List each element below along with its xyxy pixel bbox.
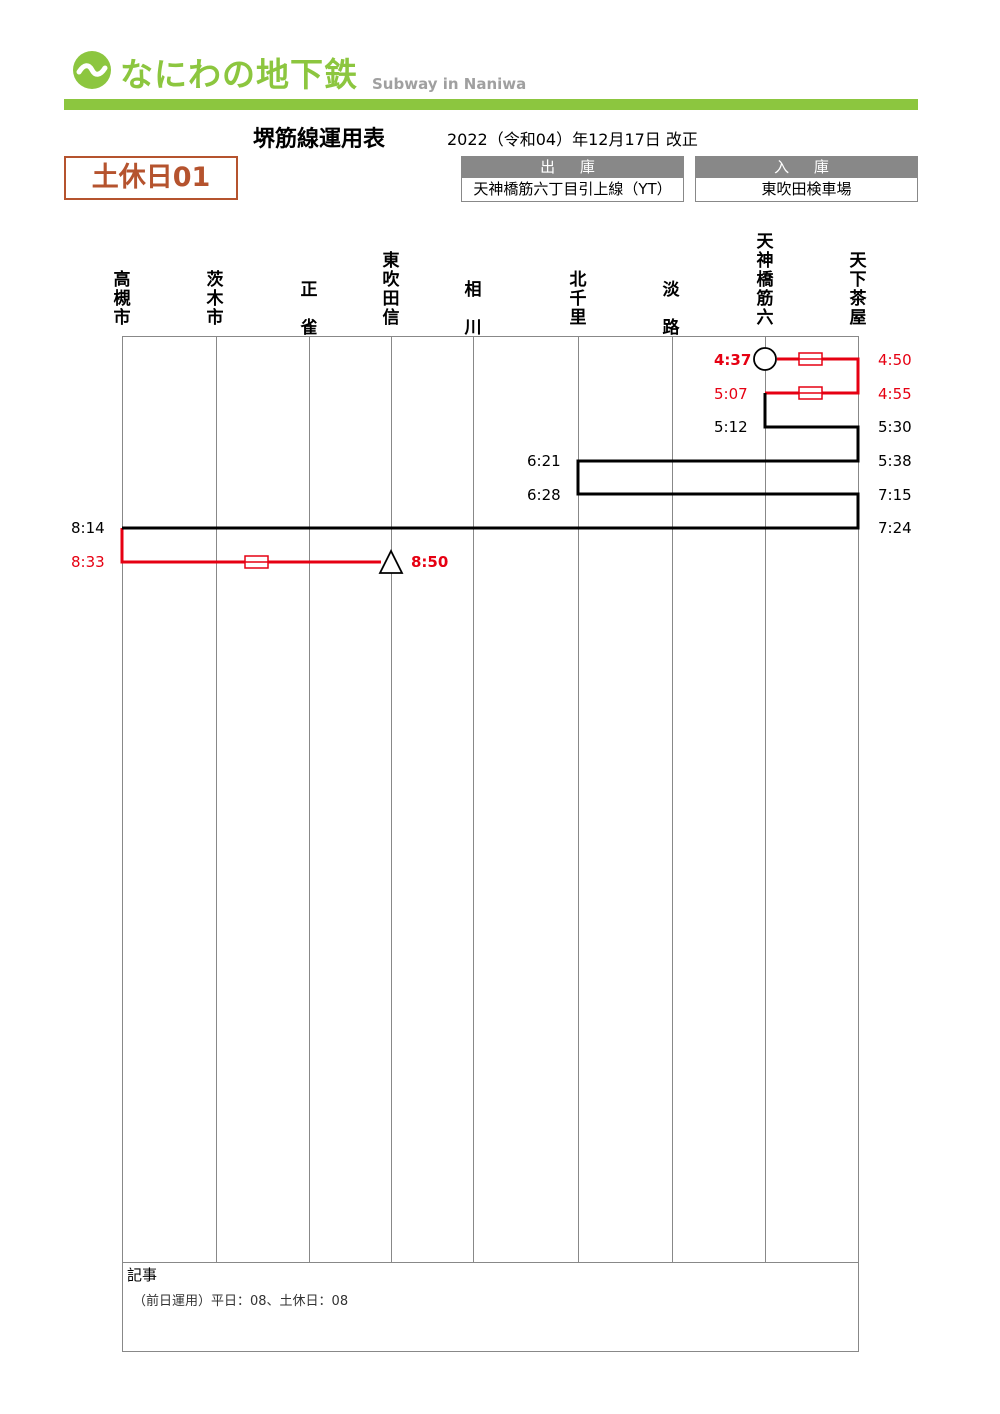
revision-date: 2022（令和04）年12月17日 改正 [447,130,698,149]
station-ibarakishi: 茨木市 [206,270,224,328]
station-shojaku: 正雀 [300,280,318,338]
notes-body: （前日運用）平日：08、土休日：08 [133,1294,349,1309]
station-tenjinbashisuji6: 天神橋筋六 [756,232,774,328]
operation-number: 土休日01 [64,156,238,200]
header-divider [64,99,918,110]
time-label: 5:12 [714,418,748,436]
time-label: 8:14 [71,519,105,537]
time-label: 6:28 [527,486,561,504]
logo-subtitle: Subway in Naniwa [372,75,527,93]
time-label: 4:55 [878,385,912,403]
depot-out-value: 天神橋筋六丁目引上線（YT） [461,178,684,202]
depot-out: 出 庫 天神橋筋六丁目引上線（YT） [461,156,684,202]
time-label: 4:50 [878,351,912,369]
station-kitasenri: 北千里 [569,270,587,328]
depart-circle-icon [753,347,777,371]
time-label: 5:07 [714,385,748,403]
time-label: 5:38 [878,452,912,470]
station-aikawa: 相川 [464,280,482,338]
notes-title: 記事 [127,1266,158,1284]
diagram-frame [122,336,859,1352]
time-label: 4:37 [714,351,751,369]
time-label: 6:21 [527,452,561,470]
depot-in-value: 東吹田検車場 [695,178,918,202]
logo-text: なにわの地下鉄 [120,55,358,94]
station-higashisuita: 東吹田信 [382,251,400,328]
time-label: 7:15 [878,486,912,504]
station-tengachaya: 天下茶屋 [849,251,867,328]
depot-out-label: 出 庫 [461,156,684,178]
time-label: 7:24 [878,519,912,537]
time-label: 8:50 [411,553,448,571]
arrive-triangle-icon [378,548,404,574]
revenue-trips [122,393,860,530]
station-takatsukishi: 高槻市 [113,270,131,328]
page-title: 堺筋線運用表 [253,127,386,152]
depot-in: 入 庫 東吹田検車場 [695,156,918,202]
time-label: 8:33 [71,553,105,571]
time-label: 5:30 [878,418,912,436]
depot-in-label: 入 庫 [695,156,918,178]
wave-circle-icon [73,51,111,89]
station-awaji: 淡路 [662,280,680,338]
deadhead-trip-2 [120,528,381,564]
